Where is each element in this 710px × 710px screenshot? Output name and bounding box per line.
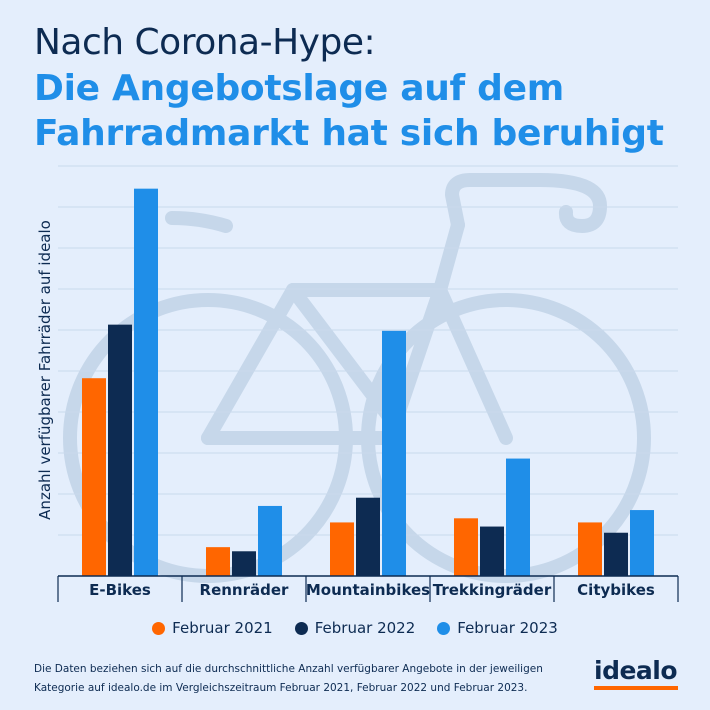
- bar-trekkingr-der-2022: [480, 526, 504, 576]
- logo-underline: [594, 686, 678, 690]
- x-tick-label: Mountainbikes: [306, 581, 430, 599]
- bar-rennr-der-2022: [232, 551, 256, 576]
- idealo-logo: idealo: [594, 658, 680, 690]
- x-tick-label: Rennräder: [200, 581, 290, 599]
- bar-rennr-der-2023: [258, 505, 282, 576]
- x-tick-label: Citybikes: [577, 581, 655, 599]
- legend-item-2021: Februar 2021: [152, 619, 273, 637]
- y-axis-label: Anzahl verfügbarer Fahrräder auf idealo: [36, 220, 54, 520]
- bar-e-bikes-2022: [108, 324, 132, 576]
- bar-mountainbikes-2023: [382, 330, 406, 576]
- legend-dot-2021: [152, 621, 166, 635]
- title-line-1: Nach Corona-Hype:: [34, 22, 376, 63]
- bar-rennr-der-2021: [206, 547, 230, 576]
- legend-dot-2023: [437, 621, 451, 635]
- legend-label-2021: Februar 2021: [172, 619, 273, 637]
- bar-mountainbikes-2021: [330, 522, 354, 576]
- footnote: Die Daten beziehen sich auf die durchsch…: [34, 663, 543, 694]
- bar-e-bikes-2021: [82, 378, 106, 576]
- bar-trekkingr-der-2021: [454, 518, 478, 576]
- legend-dot-2022: [294, 621, 308, 635]
- title-line-3: Fahrradmarkt hat sich beruhigt: [34, 113, 664, 154]
- legend-label-2022: Februar 2022: [314, 619, 416, 637]
- legend-item-2023: Februar 2023: [437, 619, 558, 637]
- bar-citybikes-2022: [604, 532, 628, 576]
- legend-label-2023: Februar 2023: [457, 619, 558, 637]
- bar-citybikes-2021: [578, 522, 602, 576]
- x-tick-label: Trekkingräder: [433, 581, 552, 599]
- title-line-2: Die Angebotslage auf dem: [34, 68, 564, 109]
- logo-text: idealo: [594, 656, 678, 685]
- x-tick-label: E-Bikes: [89, 581, 151, 599]
- bar-trekkingr-der-2023: [506, 458, 530, 576]
- legend: Februar 2021 Februar 2022 Februar 2023: [0, 619, 710, 637]
- bar-mountainbikes-2022: [356, 497, 380, 576]
- bar-e-bikes-2023: [134, 188, 158, 576]
- bar-citybikes-2023: [630, 510, 654, 576]
- legend-item-2022: Februar 2022: [294, 619, 416, 637]
